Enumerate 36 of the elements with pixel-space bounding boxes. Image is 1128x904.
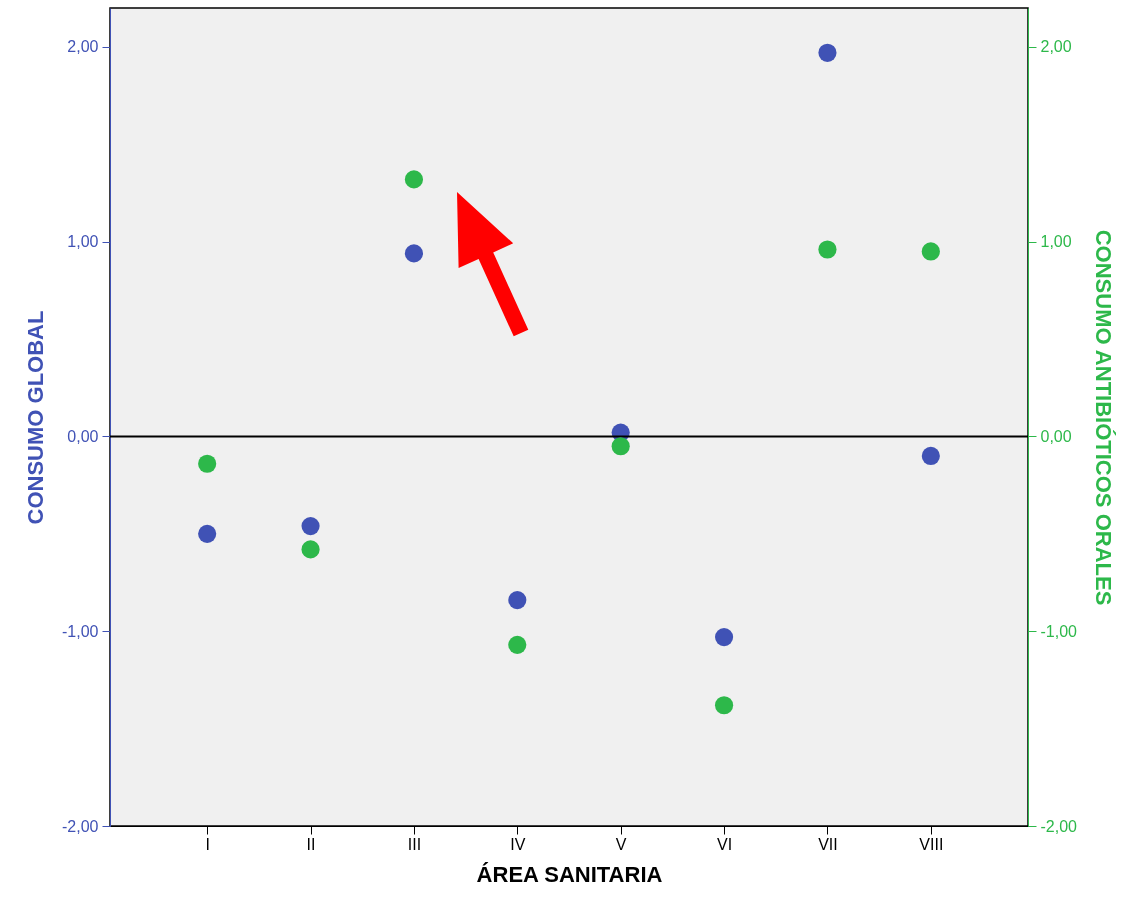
y-tick-label: -1,00 (62, 622, 99, 640)
y2-axis-title: CONSUMO ANTIBIÓTICOS ORALES (1090, 229, 1116, 606)
y-tick-label: -2,00 (62, 817, 99, 835)
y-tick-label: 2,00 (67, 38, 99, 56)
x-tick-label: IV (510, 835, 526, 853)
y2-tick-label: 2,00 (1040, 38, 1072, 56)
y-tick-label: 1,00 (67, 233, 99, 251)
x-tick-label: II (306, 835, 316, 853)
point (921, 242, 940, 261)
y2-tick-label: 1,00 (1040, 233, 1072, 251)
point (714, 628, 734, 647)
x-tick-label: VIII (919, 835, 944, 853)
point (198, 454, 217, 473)
x-tick-label: V (615, 835, 627, 853)
point (301, 540, 320, 559)
point (404, 244, 424, 263)
point (818, 240, 837, 259)
point (404, 170, 424, 189)
y2-tick-label: -1,00 (1040, 622, 1078, 640)
x-tick-label: I (205, 835, 210, 853)
y-axis-title: CONSUMO GLOBAL (23, 310, 49, 525)
x-tick-label: VI (717, 835, 733, 853)
y2-tick-label: -2,00 (1040, 817, 1078, 835)
point (301, 517, 320, 536)
point (508, 635, 527, 654)
y-tick-label: 0,00 (67, 427, 99, 445)
point (508, 591, 527, 610)
point (714, 696, 734, 715)
y2-tick-label: 0,00 (1040, 427, 1072, 445)
point (198, 524, 217, 543)
point (818, 43, 837, 62)
x-tick-label: VII (818, 835, 838, 853)
x-axis-title: ÁREA SANITARIA (476, 861, 663, 887)
point (921, 446, 940, 466)
point (611, 437, 630, 456)
x-tick-label: III (407, 835, 422, 853)
